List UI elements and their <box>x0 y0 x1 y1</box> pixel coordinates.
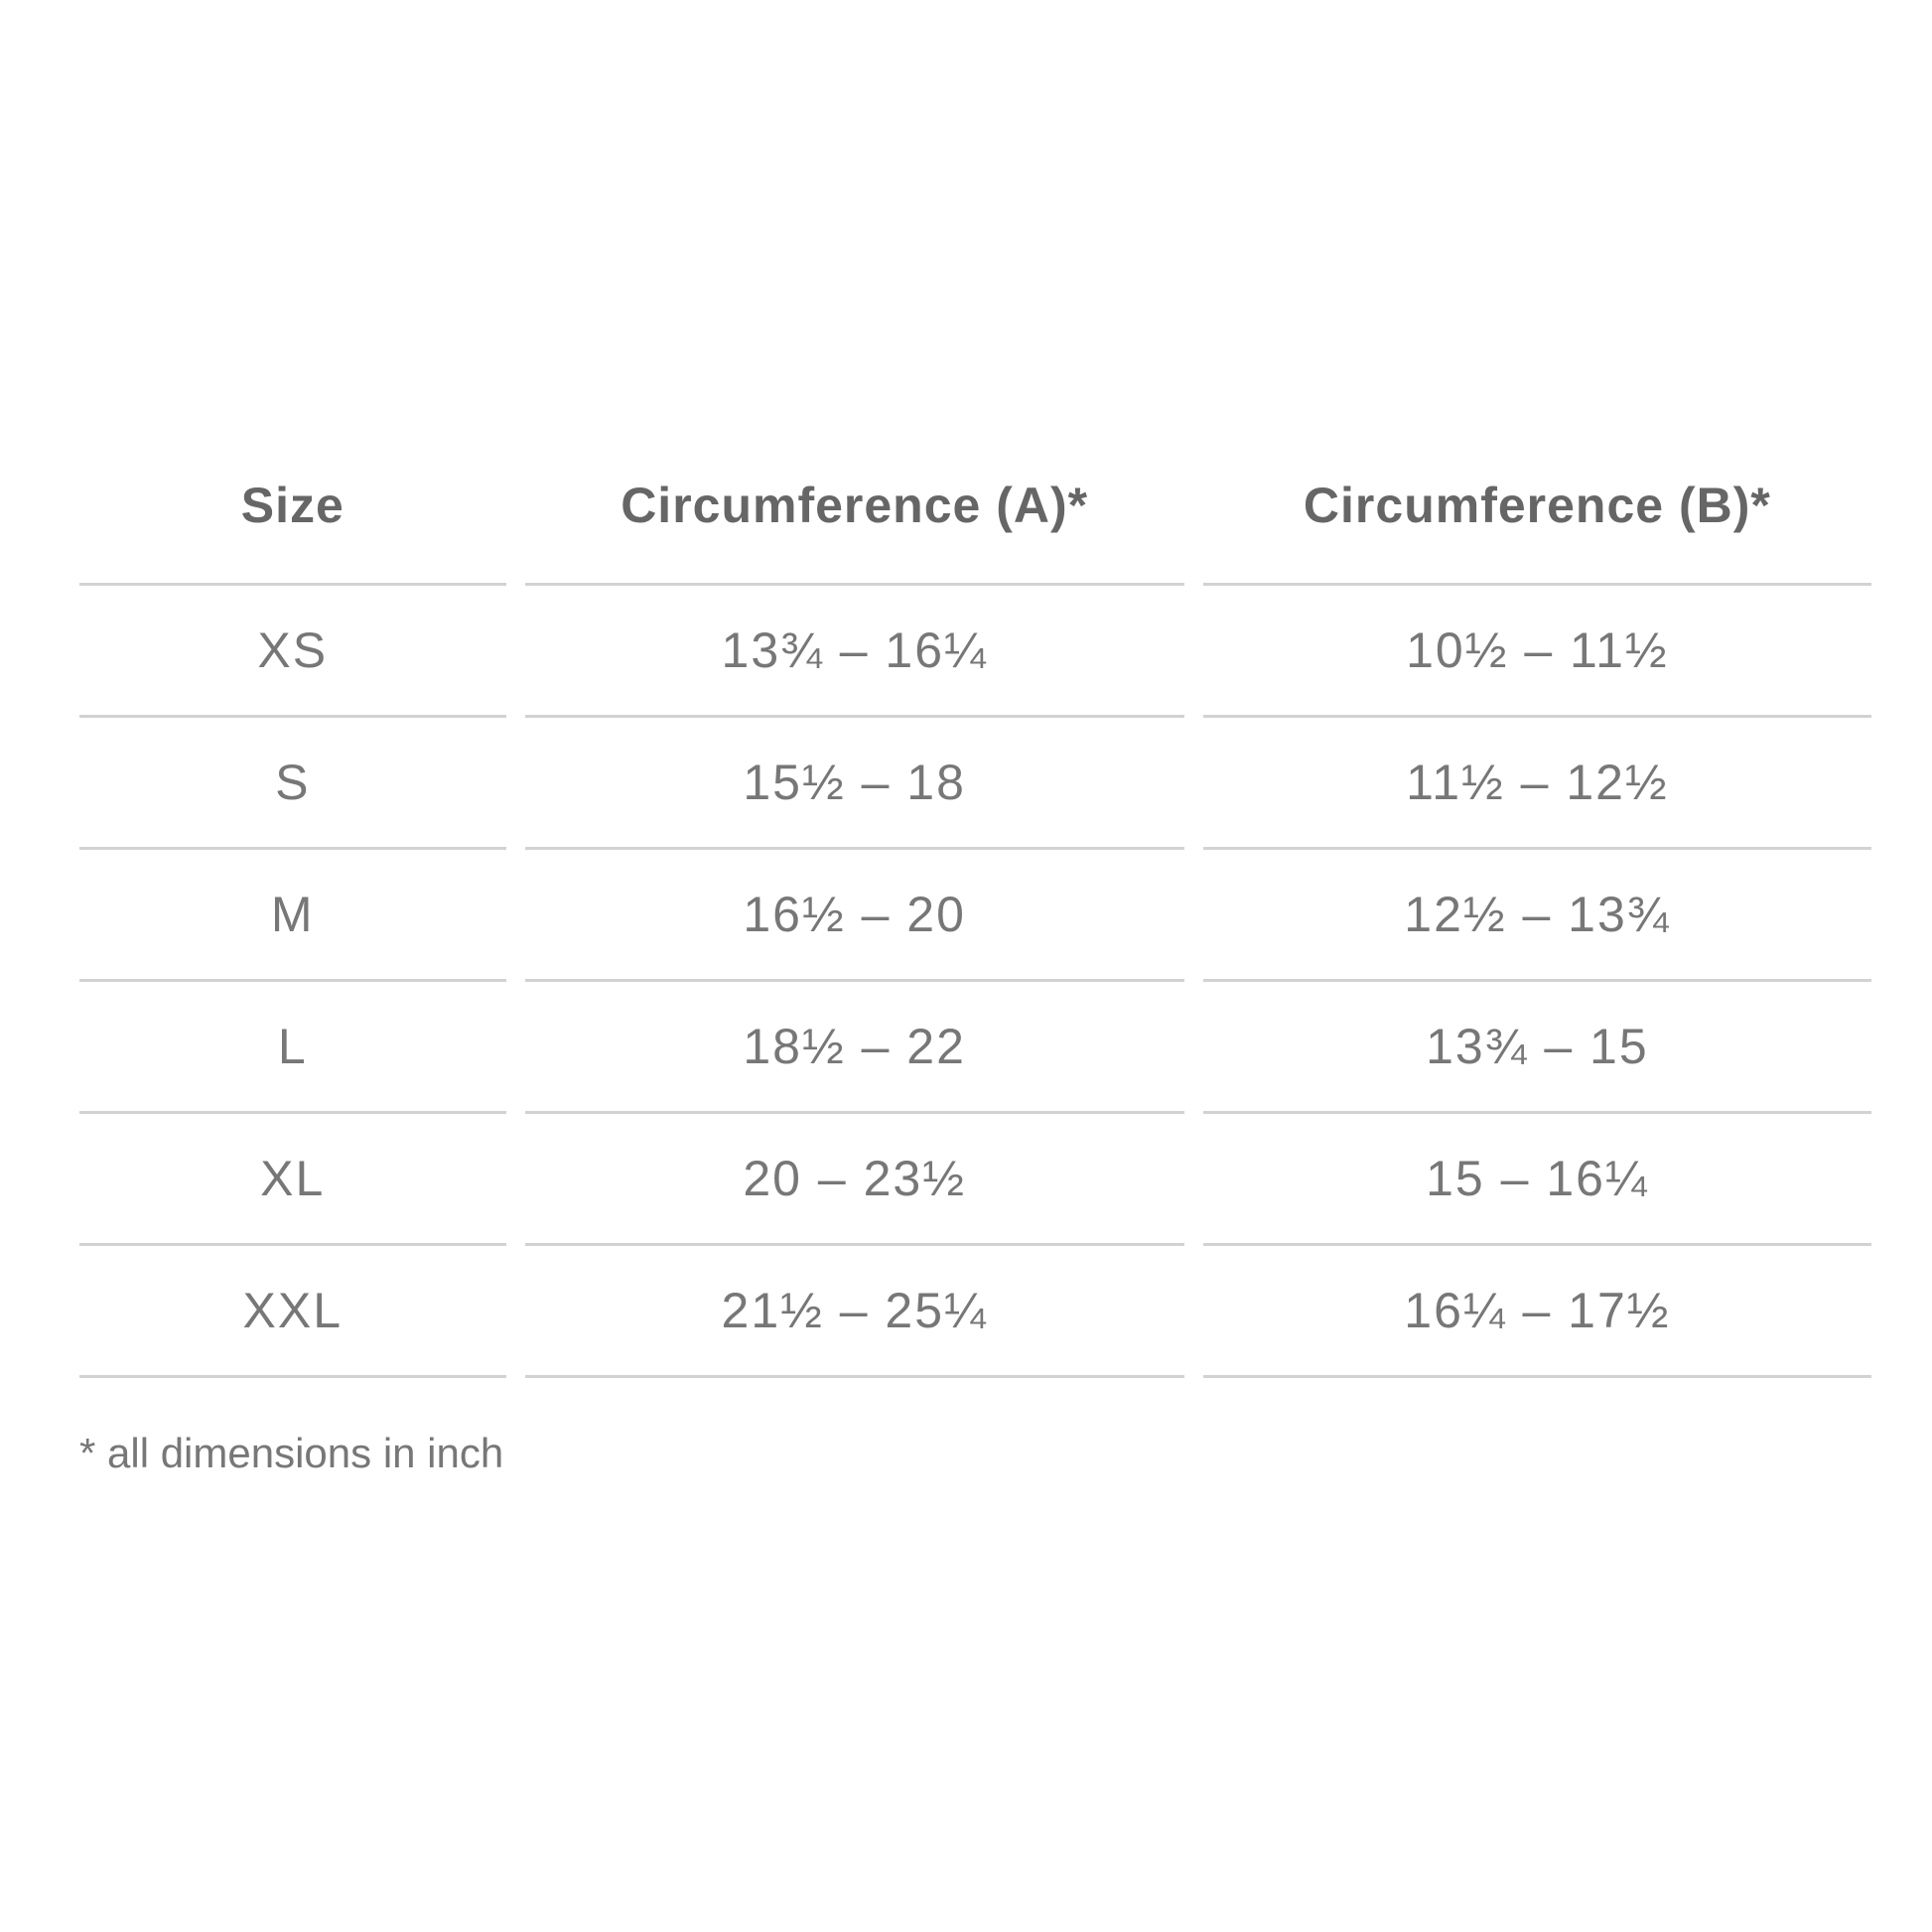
table-row: L 18½ – 22 13¾ – 15 <box>79 982 1871 1114</box>
size-cell: XXL <box>79 1246 506 1378</box>
table-row: S 15½ – 18 11½ – 12½ <box>79 718 1871 850</box>
circumference-b-cell: 16¼ – 17½ <box>1202 1246 1871 1378</box>
circumference-a-cell: 20 – 23½ <box>524 1114 1184 1246</box>
size-cell: M <box>79 850 506 982</box>
circumference-a-cell: 16½ – 20 <box>524 850 1184 982</box>
header-circumference-a: Circumference (A)* <box>524 427 1184 586</box>
table-row: XL 20 – 23½ 15 – 16¼ <box>79 1114 1871 1246</box>
header-circumference-b: Circumference (B)* <box>1202 427 1871 586</box>
size-cell: S <box>79 718 506 850</box>
circumference-a-cell: 13¾ – 16¼ <box>524 586 1184 718</box>
circumference-b-cell: 11½ – 12½ <box>1202 718 1871 850</box>
circumference-a-cell: 15½ – 18 <box>524 718 1184 850</box>
size-cell: XL <box>79 1114 506 1246</box>
circumference-a-cell: 18½ – 22 <box>524 982 1184 1114</box>
circumference-b-cell: 10½ – 11½ <box>1202 586 1871 718</box>
table-row: M 16½ – 20 12½ – 13¾ <box>79 850 1871 982</box>
table-row: XXL 21½ – 25¼ 16¼ – 17½ <box>79 1246 1871 1378</box>
footnote: * all dimensions in inch <box>79 1430 504 1476</box>
table-row: XS 13¾ – 16¼ 10½ – 11½ <box>79 586 1871 718</box>
size-chart-table: Size Circumference (A)* Circumference (B… <box>79 427 1871 1378</box>
circumference-b-cell: 12½ – 13¾ <box>1202 850 1871 982</box>
circumference-b-cell: 13¾ – 15 <box>1202 982 1871 1114</box>
size-cell: XS <box>79 586 506 718</box>
circumference-a-cell: 21½ – 25¼ <box>524 1246 1184 1378</box>
size-cell: L <box>79 982 506 1114</box>
header-size: Size <box>79 427 506 586</box>
circumference-b-cell: 15 – 16¼ <box>1202 1114 1871 1246</box>
table-header-row: Size Circumference (A)* Circumference (B… <box>79 427 1871 586</box>
